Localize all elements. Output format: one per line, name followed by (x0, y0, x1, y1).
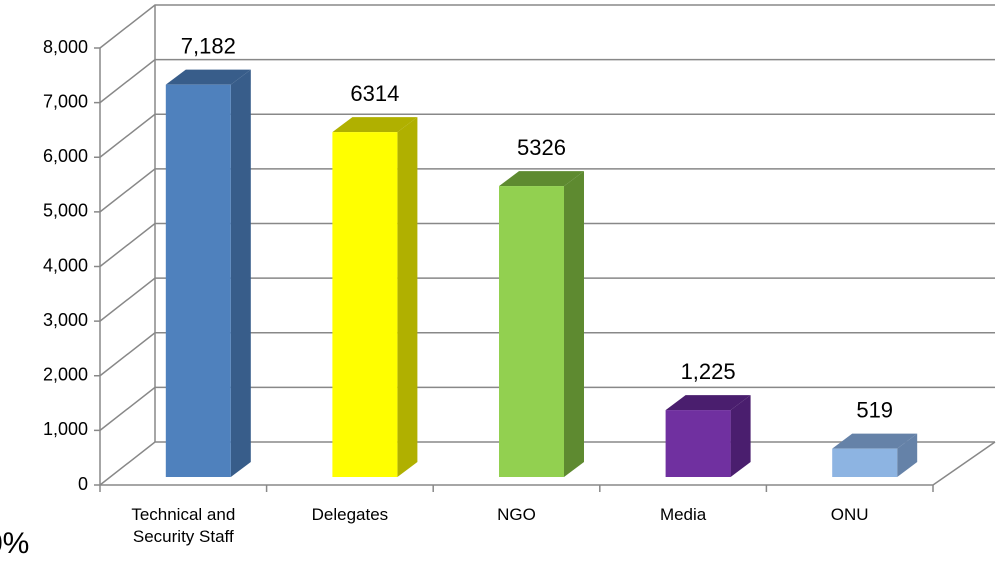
y-tick-label: 1,000 (43, 419, 88, 439)
bar (665, 395, 751, 477)
data-label: 7,182 (181, 33, 236, 58)
grid-line (99, 222, 995, 268)
bar-front (332, 132, 398, 477)
y-tick-label: 0 (78, 474, 88, 494)
bar-top (665, 395, 751, 411)
bar-front (165, 84, 231, 477)
y-tick-label: 6,000 (43, 146, 88, 166)
grid-line (99, 58, 995, 104)
x-tick-label: Delegates (311, 505, 389, 524)
bar-side (397, 117, 418, 477)
bar-front (665, 410, 731, 477)
bar-top (332, 117, 418, 133)
data-label: 1,225 (681, 359, 736, 384)
bar (499, 171, 584, 477)
grid-line (99, 113, 995, 158)
grid-line (99, 386, 995, 431)
y-tick-label: 5,000 (43, 201, 88, 221)
bar-top (499, 171, 584, 187)
bar-side (730, 395, 751, 477)
x-tick-label: NGO (497, 505, 536, 524)
bar-side (564, 171, 584, 477)
y-tick-label: 3,000 (43, 310, 88, 330)
x-tick-label: ONU (830, 505, 869, 524)
bar-front (832, 448, 898, 477)
bar (165, 69, 251, 477)
y-tick-label: 8,000 (43, 37, 88, 57)
bar-top (165, 69, 251, 85)
y-tick-label: 4,000 (43, 255, 88, 275)
grid-line (99, 277, 995, 322)
x-tick-label: Technical and Security Staff (131, 505, 236, 546)
data-label: 6314 (350, 81, 399, 106)
bar-side (897, 433, 918, 477)
bar-side (230, 69, 251, 477)
bar (332, 117, 418, 477)
y-tick-label: 2,000 (43, 365, 88, 385)
data-label: 5326 (517, 135, 566, 160)
y-tick-label: 7,000 (43, 91, 88, 111)
x-tick-label: Media (659, 505, 707, 524)
bar (832, 433, 918, 477)
bar-front (499, 186, 564, 477)
annotation: 0% (0, 527, 29, 560)
bar-top (832, 433, 918, 449)
data-label: 519 (856, 397, 893, 422)
grid-line (99, 168, 995, 213)
grid-line (99, 4, 995, 49)
grid-line (99, 332, 995, 377)
